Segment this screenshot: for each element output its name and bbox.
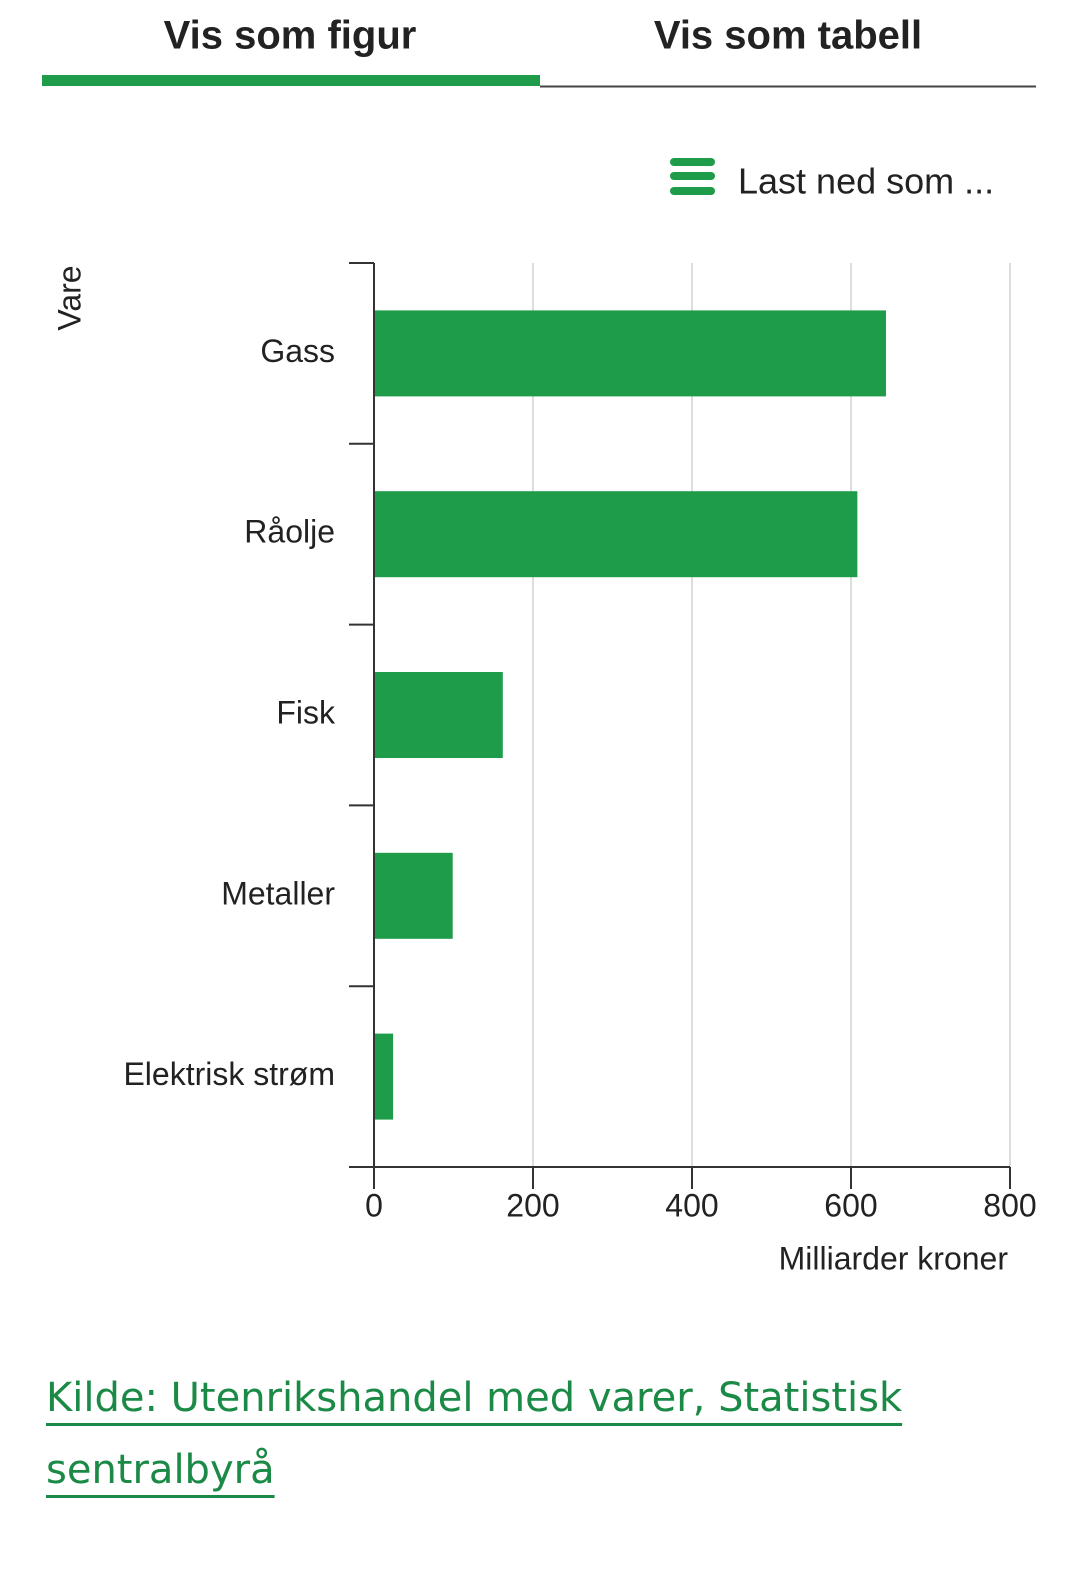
x-tick-label: 600 <box>824 1187 877 1223</box>
y-tick-label: Gass <box>260 333 335 369</box>
x-tick-label: 200 <box>506 1187 559 1223</box>
tab[interactable]: Vis som figur <box>164 14 417 58</box>
y-axis-title: Vare <box>51 265 87 330</box>
active-tab-indicator <box>42 75 540 86</box>
bar <box>374 310 886 397</box>
y-tick-label: Fisk <box>276 694 336 730</box>
source-link[interactable]: Kilde: Utenrikshandel med varer, Statist… <box>46 1362 926 1506</box>
tab[interactable]: Vis som tabell <box>654 14 922 58</box>
download-label[interactable]: Last ned som ... <box>738 161 994 202</box>
bar <box>374 491 858 578</box>
y-tick-label: Metaller <box>221 875 335 911</box>
plot-area: 0 200 400 600 800 Gass Råolje Fisk Metaller Elekt… <box>123 262 1037 1223</box>
y-tick-label: Råolje <box>244 514 335 550</box>
x-tick-label: 800 <box>983 1187 1036 1223</box>
menu-icon[interactable] <box>670 158 715 195</box>
x-tick-label: 0 <box>365 1187 383 1223</box>
y-tick-label: Elektrisk strøm <box>123 1056 335 1092</box>
bar <box>374 852 453 939</box>
chart: Vis som figur Vis som tabell Last ned so… <box>42 14 1037 1276</box>
x-axis-title: Milliarder kroner <box>779 1240 1009 1276</box>
x-tick-label: 400 <box>665 1187 718 1223</box>
source-text[interactable]: Kilde: Utenrikshandel med varer, Statist… <box>46 1375 903 1493</box>
bar <box>374 672 503 758</box>
bar <box>374 1033 394 1120</box>
